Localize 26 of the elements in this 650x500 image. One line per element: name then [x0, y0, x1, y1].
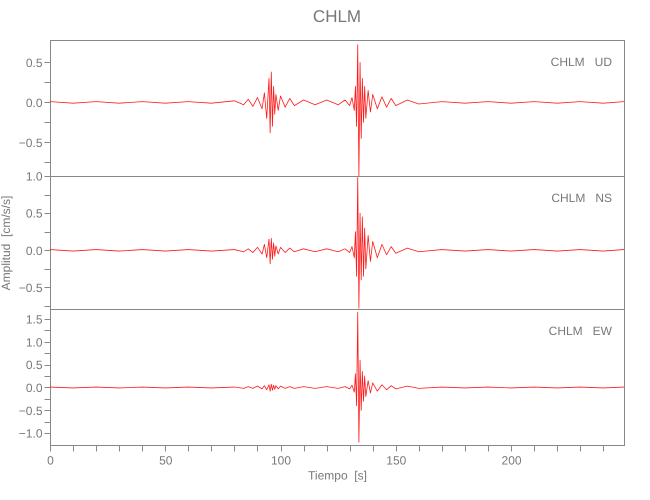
x-tick-label: 100: [271, 454, 292, 468]
y-tick-label: 0.0: [26, 96, 43, 110]
y-tick-label: −1.0: [18, 426, 43, 441]
y-tick-label: 1.0: [26, 335, 43, 350]
y-tick-label: 1.5: [26, 312, 43, 327]
y-tick-label: 0.5: [26, 56, 43, 70]
y-tick-label: 0.5: [26, 206, 43, 221]
x-tick-label: 0: [47, 454, 54, 468]
y-tick-label: 0.0: [26, 380, 43, 395]
line-series: [50, 312, 624, 443]
chart-title: CHLM: [312, 7, 362, 26]
y-tick-label: 1.0: [26, 170, 43, 184]
x-axis-title: Tiempo [s]: [308, 468, 367, 482]
annotation: CHLM EW: [548, 324, 613, 338]
y-axis-title: Amplitud [cm/s/s]: [0, 196, 13, 290]
y-tick-label: −0.5: [18, 136, 43, 150]
x-tick-label: 200: [502, 454, 522, 468]
x-tick-label: 150: [386, 454, 407, 468]
annotation: CHLM NS: [551, 191, 612, 205]
y-tick-label: −0.5: [18, 404, 43, 418]
line-series: [50, 44, 624, 176]
y-tick-label: 0.0: [26, 244, 43, 258]
y-tick-label: 0.5: [26, 358, 43, 372]
y-tick-label: −0.5: [18, 280, 43, 295]
x-tick-label: 50: [159, 454, 173, 468]
annotation: CHLM UD: [550, 55, 612, 69]
